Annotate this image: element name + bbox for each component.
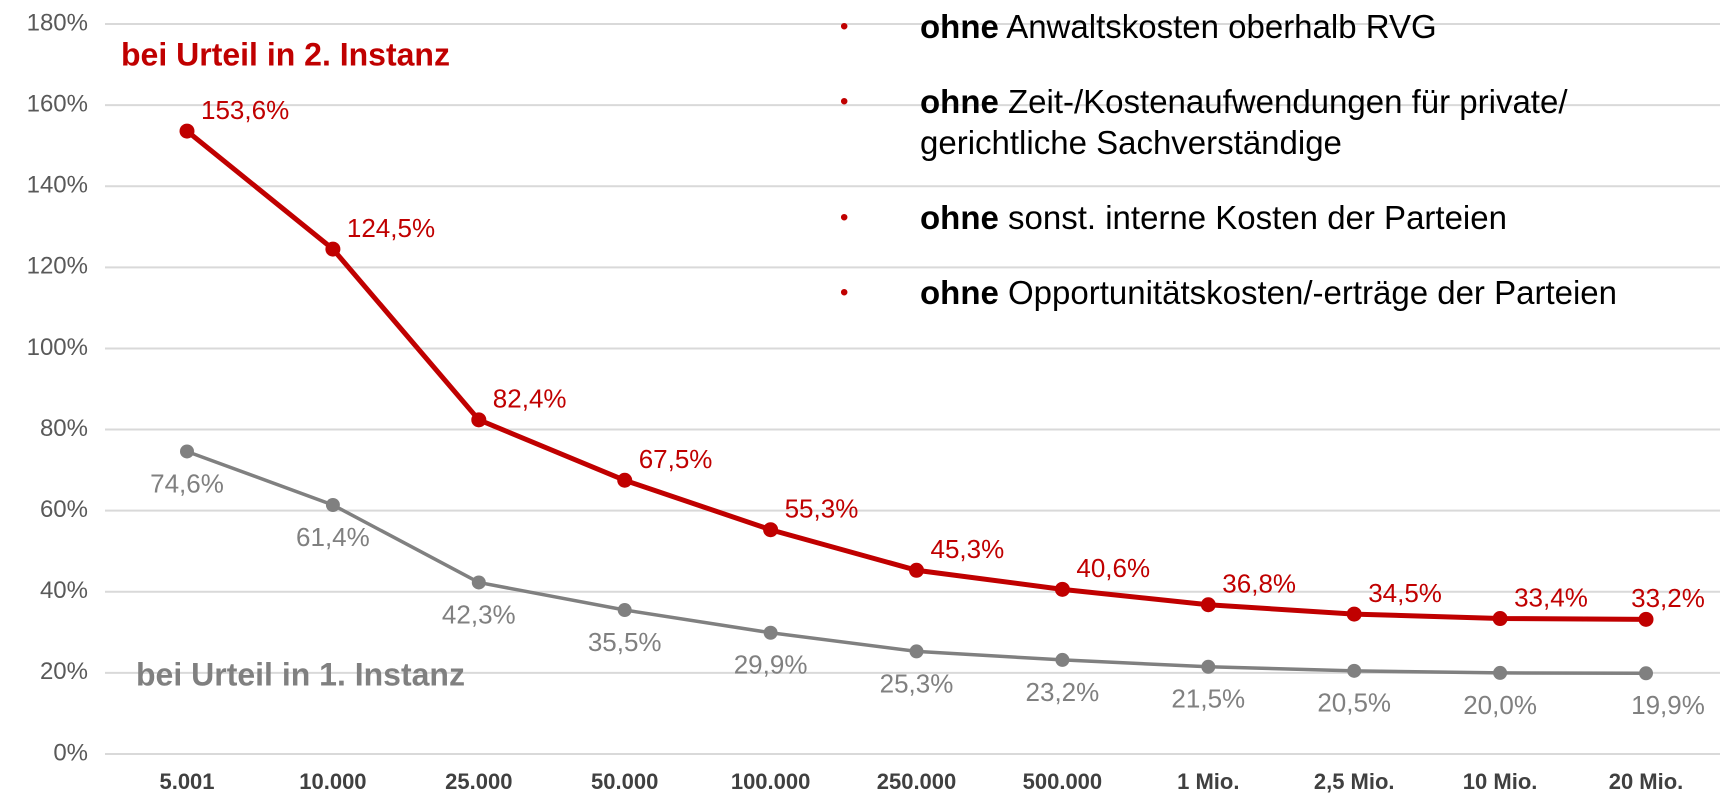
data-label: 36,8% xyxy=(1222,569,1296,599)
data-label: 33,2% xyxy=(1631,583,1705,613)
note-item: • ohne Opportunitätskosten/-erträge der P… xyxy=(840,272,1720,313)
data-label: 25,3% xyxy=(880,668,954,698)
data-point xyxy=(471,412,487,428)
data-label: 34,5% xyxy=(1368,578,1442,608)
data-point xyxy=(909,644,924,659)
y-tick-label: 180% xyxy=(27,9,88,36)
data-point xyxy=(763,522,779,538)
data-label: 21,5% xyxy=(1171,684,1245,714)
series-label: bei Urteil in 1. Instanz xyxy=(136,656,465,692)
note-bold: ohne xyxy=(920,8,999,45)
data-point xyxy=(1201,659,1216,674)
data-point xyxy=(909,562,924,578)
data-point xyxy=(763,625,778,640)
data-point xyxy=(1638,611,1654,627)
bullet: • xyxy=(840,279,849,306)
data-point xyxy=(1493,665,1508,680)
bullet: • xyxy=(840,204,849,231)
data-point xyxy=(617,603,632,618)
note-bold: ohne xyxy=(920,83,999,120)
y-tick-label: 160% xyxy=(27,90,88,117)
data-label: 124,5% xyxy=(347,213,435,243)
data-label: 153,6% xyxy=(201,95,289,125)
data-label: 74,6% xyxy=(150,468,224,498)
data-label: 40,6% xyxy=(1076,553,1150,583)
data-label: 23,2% xyxy=(1026,677,1100,707)
x-tick-label: 250.000 xyxy=(877,769,957,794)
note-text: Zeit-/Kostenaufwendungen für private/ xyxy=(1008,83,1568,120)
data-label: 67,5% xyxy=(639,444,713,474)
x-tick-label: 500.000 xyxy=(1023,769,1103,794)
data-label: 45,3% xyxy=(931,534,1005,564)
data-point xyxy=(1054,581,1070,597)
data-label: 33,4% xyxy=(1514,582,1588,612)
bullet: • xyxy=(840,13,849,40)
data-point xyxy=(1492,611,1508,627)
data-point xyxy=(1200,597,1216,613)
data-label: 42,3% xyxy=(442,599,516,629)
data-point xyxy=(325,497,340,512)
note-text: sonst. interne Kosten der Parteien xyxy=(1008,199,1507,236)
data-point xyxy=(617,472,633,488)
note-text: Anwaltskosten oberhalb RVG xyxy=(1006,8,1437,45)
data-point xyxy=(1346,606,1362,622)
x-tick-label: 10 Mio. xyxy=(1463,769,1538,794)
data-point xyxy=(471,575,486,590)
x-tick-label: 10.000 xyxy=(299,769,366,794)
x-tick-label: 100.000 xyxy=(731,769,811,794)
data-label: 29,9% xyxy=(734,650,808,680)
x-tick-label: 5.001 xyxy=(159,769,214,794)
note-text: Opportunitätskosten/-erträge der Parteie… xyxy=(1008,274,1618,311)
x-tick-label: 20 Mio. xyxy=(1609,769,1684,794)
series-line xyxy=(186,449,1647,676)
x-tick-label: 25.000 xyxy=(445,769,512,794)
bullet: • xyxy=(840,88,849,115)
data-point xyxy=(1347,663,1362,678)
data-point xyxy=(325,241,341,257)
note-item: • ohne Anwaltskosten oberhalb RVG xyxy=(840,6,1720,47)
y-tick-label: 100% xyxy=(27,334,88,361)
x-tick-label: 1 Mio. xyxy=(1177,769,1239,794)
data-label: 55,3% xyxy=(785,494,859,524)
y-tick-label: 40% xyxy=(40,577,88,604)
notes: • ohne Anwaltskosten oberhalb RVG • ohne Ze… xyxy=(840,6,1720,347)
series-label: bei Urteil in 2. Instanz xyxy=(121,36,450,72)
y-tick-label: 120% xyxy=(27,253,88,280)
note-bold: ohne xyxy=(920,199,999,236)
note-bold: ohne xyxy=(920,274,999,311)
y-tick-label: 20% xyxy=(40,658,88,685)
y-tick-label: 60% xyxy=(40,496,88,523)
y-tick-label: 0% xyxy=(53,739,88,766)
data-point xyxy=(1055,652,1070,667)
x-tick-label: 2,5 Mio. xyxy=(1314,769,1395,794)
data-label: 20,0% xyxy=(1463,690,1537,720)
note-item: • ohne sonst. interne Kosten der Parteien xyxy=(840,197,1720,238)
data-label: 19,9% xyxy=(1631,690,1705,720)
data-label: 61,4% xyxy=(296,522,370,552)
data-label: 20,5% xyxy=(1317,688,1391,718)
x-tick-label: 50.000 xyxy=(591,769,658,794)
data-point xyxy=(179,123,195,139)
y-tick-label: 140% xyxy=(27,172,88,199)
note-item: • ohne Zeit-/Kostenaufwendungen für priva… xyxy=(840,81,1720,163)
note-text: gerichtliche Sachverständige xyxy=(920,124,1342,161)
data-label: 35,5% xyxy=(588,627,662,657)
data-point xyxy=(180,444,194,459)
y-tick-label: 80% xyxy=(40,415,88,442)
data-point xyxy=(1639,666,1653,681)
data-label: 82,4% xyxy=(493,384,567,414)
